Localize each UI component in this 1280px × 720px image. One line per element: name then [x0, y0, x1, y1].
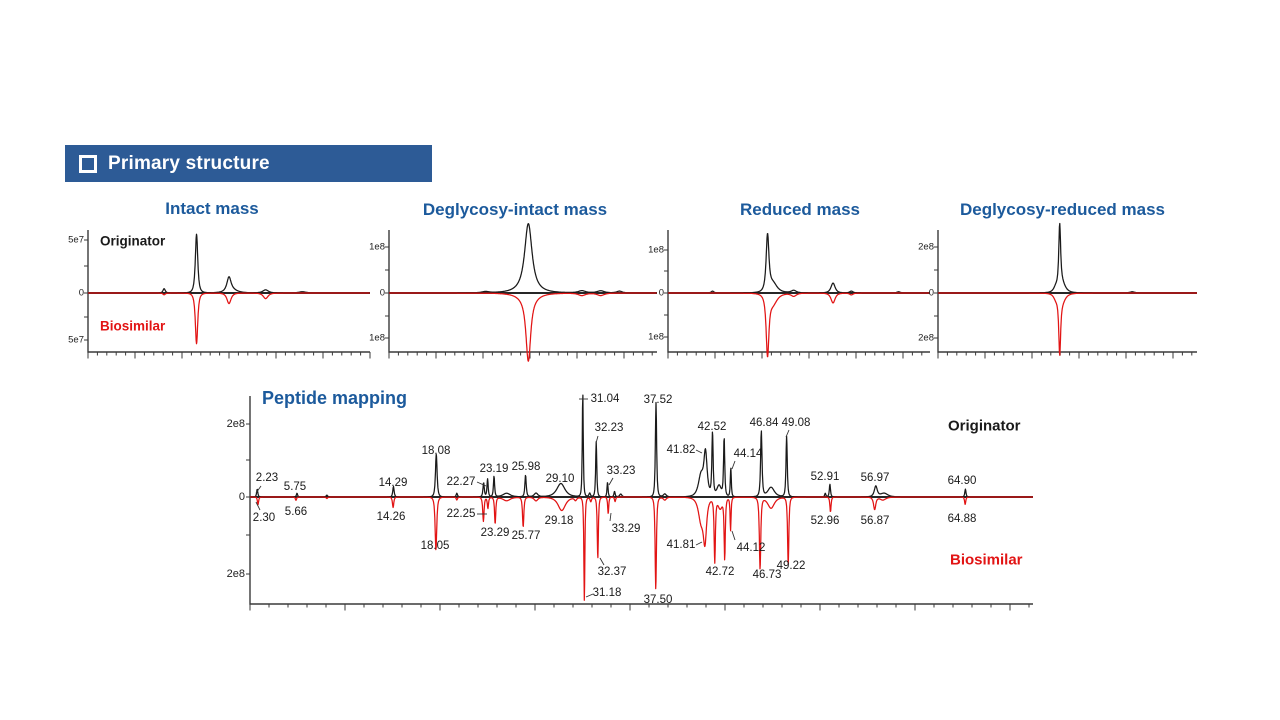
y-axis-label: 0: [79, 288, 84, 299]
chart-title-intact-mass: Intact mass: [165, 199, 259, 218]
y-axis-label: 0: [239, 491, 245, 503]
series-label: Originator: [948, 418, 1021, 435]
peak-label: 2.23: [256, 472, 278, 484]
y-axis-label: 1e8: [369, 333, 385, 344]
intact-mass-plot: 5e7 0 5e7 Originator Biosimilar: [68, 230, 371, 359]
y-axis-label: 0: [380, 288, 385, 299]
originator-trace: [937, 222, 1198, 294]
y-axis-label: 5e7: [68, 235, 84, 246]
peak-label: 2.30: [253, 512, 275, 524]
y-axis-label: 1e8: [648, 332, 664, 343]
intact-mass-chart: 5e7 0 5e7 Originator Biosimilar: [60, 222, 372, 362]
peak-label: 64.90: [948, 475, 977, 487]
deglycosy-reduced-mass-plot: 2e8 0 2e8: [918, 222, 1198, 359]
peak-label: 33.23: [607, 465, 636, 477]
peak-label: 64.88: [948, 513, 977, 525]
biosimilar-trace: [249, 496, 1034, 601]
peak-label: 49.08: [782, 417, 811, 429]
y-axis-label: 2e8: [918, 242, 934, 253]
deglycosy-reduced-mass-chart: 2e8 0 2e8: [918, 222, 1200, 362]
biosimilar-trace: [388, 292, 658, 362]
peak-label: 18.05: [421, 540, 450, 552]
biosimilar-trace: [937, 292, 1198, 356]
chart-title-reduced-mass: Reduced mass: [740, 200, 860, 219]
peak-label: 46.84: [750, 417, 779, 429]
peptide-mapping-chart: 2e8 0 2e8 2.23 5.75 14.29 18.08 22.27 23.19 25.98…: [225, 390, 1040, 615]
peak-label: 52.96: [811, 515, 840, 527]
biosimilar-trace: [87, 292, 371, 345]
y-axis-label: 2e8: [918, 333, 934, 344]
peak-label: 25.77: [512, 530, 541, 542]
peak-label: 56.97: [861, 472, 890, 484]
peak-label: 44.14: [734, 448, 763, 460]
peak-label: 23.19: [480, 463, 509, 475]
peak-label: 56.87: [861, 515, 890, 527]
peak-label: 42.72: [706, 566, 735, 578]
series-label: Biosimilar: [100, 319, 166, 334]
chart-title-deglycosy-intact-mass: Deglycosy-intact mass: [422, 200, 608, 219]
peak-label: 37.50: [644, 594, 673, 606]
originator-trace: [667, 232, 931, 294]
peak-label: 31.18: [593, 587, 622, 599]
y-axis-label: 2e8: [227, 568, 245, 580]
peak-label: 22.27: [447, 476, 476, 488]
deglycosy-intact-mass-plot: 1e8 0 1e8: [369, 222, 658, 362]
peak-label: 29.18: [545, 515, 574, 527]
peak-label: 46.73: [753, 569, 782, 581]
peak-label: 42.52: [698, 421, 727, 433]
peak-label: 41.82: [667, 444, 696, 456]
peak-label: 23.29: [481, 527, 510, 539]
y-axis-label: 1e8: [648, 245, 664, 256]
section-title: Primary structure: [108, 152, 270, 174]
y-axis-label: 5e7: [68, 335, 84, 346]
peptide-mapping-plot: 2e8 0 2e8 2.23 5.75 14.29 18.08 22.27 23.19 25.98…: [227, 393, 1034, 611]
peak-label: 25.98: [512, 461, 541, 473]
section-banner: Primary structure: [65, 145, 432, 182]
peak-label: 14.29: [379, 477, 408, 489]
reduced-mass-chart: 1e8 0 1e8: [638, 222, 940, 362]
peak-label: 32.23: [595, 422, 624, 434]
square-outline-icon: [79, 154, 97, 173]
peak-label: 18.08: [422, 445, 451, 457]
peak-label: 5.75: [284, 481, 306, 493]
deglycosy-intact-mass-chart: 1e8 0 1e8: [358, 222, 660, 362]
peak-label: 32.37: [598, 566, 627, 578]
y-axis-label: 1e8: [369, 242, 385, 253]
peak-label: 41.81: [667, 539, 696, 551]
originator-trace: [249, 394, 1034, 498]
peak-label: 44.12: [737, 542, 766, 554]
peak-label: 33.29: [612, 523, 641, 535]
peak-label: 5.66: [285, 506, 307, 518]
peak-label: 14.26: [377, 511, 406, 523]
y-axis-label: 2e8: [227, 418, 245, 430]
series-label: Biosimilar: [950, 552, 1023, 569]
peak-label: 52.91: [811, 471, 840, 483]
reduced-mass-plot: 1e8 0 1e8: [648, 230, 931, 359]
y-axis-label: 0: [659, 288, 664, 299]
y-axis-label: 0: [929, 288, 934, 299]
peak-label: 31.04: [591, 393, 620, 405]
peak-label: 22.25: [447, 508, 476, 520]
originator-trace: [388, 222, 658, 294]
biosimilar-trace: [667, 292, 931, 358]
chart-title-peptide-mapping: Peptide mapping: [262, 388, 408, 408]
peak-label: 37.52: [644, 394, 673, 406]
chart-title-deglycosy-reduced-mass: Deglycosy-reduced mass: [959, 200, 1166, 219]
series-label: Originator: [100, 234, 166, 249]
peak-label: 49.22: [777, 560, 806, 572]
peak-label: 29.10: [546, 473, 575, 485]
